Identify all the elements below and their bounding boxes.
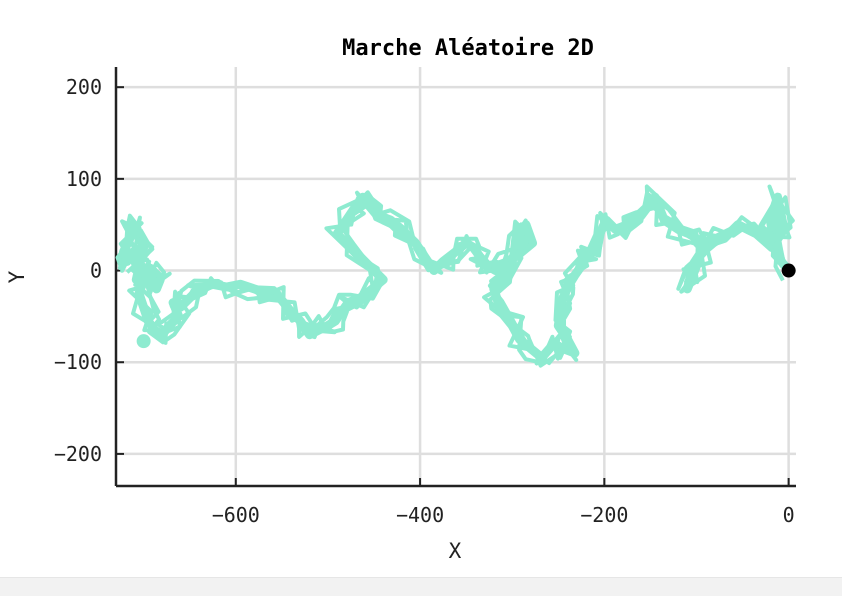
end-point-marker <box>136 334 151 349</box>
x-tick-label: −200 <box>580 503 628 527</box>
x-tick-label: 0 <box>783 503 795 527</box>
axes <box>114 67 796 488</box>
x-tick-label: −400 <box>396 503 444 527</box>
walk-series <box>115 184 795 368</box>
series-layer <box>115 184 795 368</box>
chart-title: Marche Aléatoire 2D <box>342 36 594 61</box>
window-bottom-bar <box>0 577 842 596</box>
y-ticks: 200 100 0 −100 −200 <box>54 75 124 466</box>
walk-path-detail <box>118 184 793 365</box>
y-axis-label: Y <box>5 270 29 283</box>
x-tick-label: −600 <box>212 503 260 527</box>
x-axis-label: X <box>449 539 462 563</box>
y-tick-label: 100 <box>66 167 102 191</box>
y-tick-label: 0 <box>90 259 102 283</box>
x-ticks: −600 −400 −200 0 <box>212 478 795 527</box>
y-tick-label: −100 <box>54 350 102 374</box>
y-tick-label: 200 <box>66 75 102 99</box>
walk-path-detail <box>120 184 792 366</box>
marker-layer <box>136 263 796 349</box>
y-tick-label: −200 <box>54 442 102 466</box>
start-point-marker <box>781 263 796 278</box>
grid-lines <box>116 67 796 486</box>
